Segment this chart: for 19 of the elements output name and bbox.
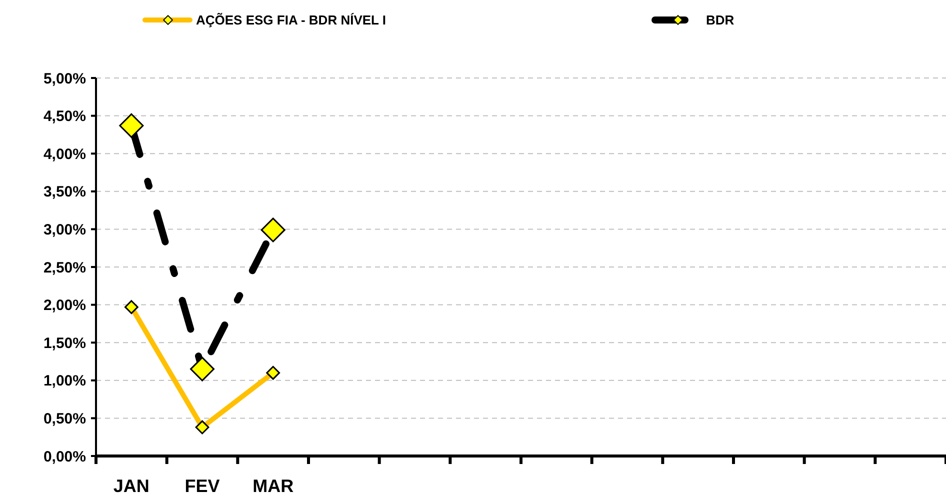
y-tick-label: 4,50% — [43, 108, 86, 126]
y-tick-label: 2,00% — [43, 297, 86, 314]
point — [260, 218, 286, 242]
y-tick-label: 0,50% — [43, 410, 86, 428]
y-tick-label: 4,00% — [43, 146, 86, 163]
y-tick-label: 1,00% — [43, 372, 86, 390]
y-tick-label: 3,00% — [43, 221, 86, 238]
y-tick-label: 3,50% — [43, 184, 86, 201]
x-tick-label: JAN — [113, 476, 150, 496]
legend-label: BDR — [706, 12, 735, 28]
x-tick-label: MAR — [252, 476, 294, 496]
legend-label: AÇÕES ESG FIA - BDR NÍVEL I — [196, 12, 386, 28]
y-tick-label: 5,00% — [43, 70, 86, 88]
x-tick-label: FEV — [184, 476, 220, 496]
point — [119, 113, 144, 138]
y-tick-label: 2,50% — [43, 259, 86, 276]
y-tick-label: 1,50% — [43, 334, 86, 352]
point — [190, 356, 215, 382]
y-tick-label: 0,00% — [43, 448, 86, 466]
